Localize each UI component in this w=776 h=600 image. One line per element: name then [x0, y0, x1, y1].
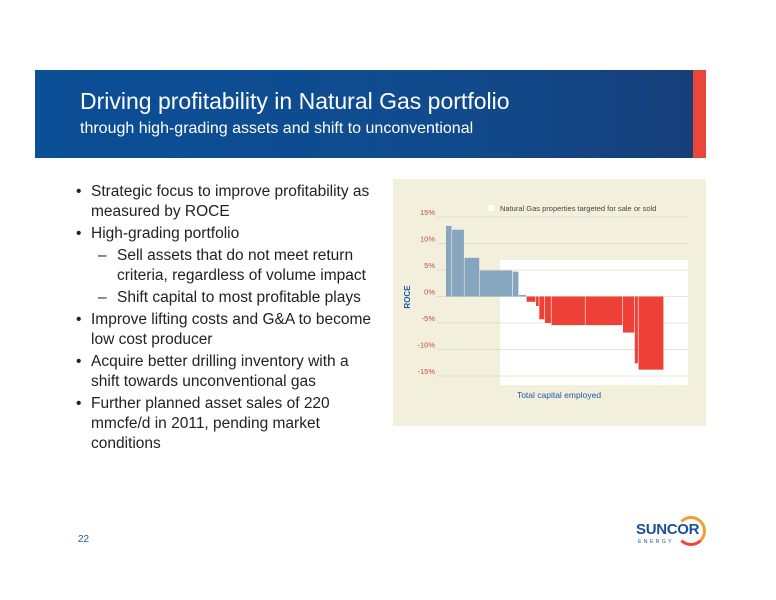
suncor-logo: SUNCOR ENERGY: [632, 514, 710, 550]
sub-bullet-item: – Sell assets that do not meet return cri…: [76, 246, 381, 286]
positive-roce-bar: [446, 226, 452, 297]
sub-bullet-marker: –: [98, 289, 107, 306]
bullet-text: High-grading portfolio: [91, 225, 240, 242]
negative-roce-bar: [526, 296, 536, 302]
negative-roce-bar: [638, 296, 664, 370]
sub-bullet-item: – Shift capital to most profitable plays: [76, 288, 381, 308]
bullet-item: • Improve lifting costs and G&A to become…: [76, 310, 381, 350]
bullet-marker: •: [76, 395, 82, 412]
negative-roce-bar: [585, 296, 623, 326]
bullet-text: Further planned asset sales of 220 mmcfe…: [91, 395, 330, 452]
legend-swatch: [488, 205, 494, 211]
negative-roce-bar: [623, 296, 635, 333]
logo-wordmark: SUNCOR: [636, 521, 700, 538]
sub-bullet-marker: –: [98, 247, 107, 264]
bullet-marker: •: [76, 353, 82, 370]
y-tick-label: -10%: [417, 341, 435, 350]
positive-roce-bar: [464, 257, 480, 297]
negative-roce-bar: [539, 296, 545, 320]
slide-subtitle: through high-grading assets and shift to…: [80, 120, 474, 137]
sub-bullet-text: Shift capital to most profitable plays: [117, 289, 361, 306]
bullet-text: Strategic focus to improve profitability…: [91, 183, 370, 220]
bullet-text: Improve lifting costs and G&A to become …: [91, 311, 371, 348]
slide-title: Driving profitability in Natural Gas por…: [80, 88, 510, 114]
y-axis-label: ROCE: [403, 285, 412, 309]
logo-sun-arc: [676, 516, 706, 546]
bullet-item: • Acquire better drilling inventory with …: [76, 352, 381, 392]
x-axis-label: Total capital employed: [517, 390, 601, 400]
bullet-marker: •: [76, 225, 82, 242]
y-tick-label: -5%: [422, 314, 436, 323]
bullet-marker: •: [76, 311, 82, 328]
positive-roce-bar: [519, 294, 527, 297]
y-tick-label: 0%: [424, 288, 435, 297]
legend-label: Natural Gas properties targeted for sale…: [500, 204, 656, 213]
y-tick-label: 10%: [420, 235, 435, 244]
bullet-marker: •: [76, 183, 82, 200]
bullet-list: • Strategic focus to improve profitabilit…: [76, 182, 381, 456]
y-tick-label: -15%: [417, 367, 435, 376]
page-number: 22: [78, 534, 90, 545]
y-tick-label: 15%: [420, 208, 435, 217]
positive-roce-bar: [452, 229, 464, 297]
y-tick-label: 5%: [424, 261, 435, 270]
positive-roce-bar: [479, 270, 513, 297]
roce-chart-panel: 15% 10% 5% 0% -5% -10% -15% Natural Gas proper…: [393, 179, 706, 426]
positive-roce-bar: [512, 271, 519, 297]
bullet-item: • Further planned asset sales of 220 mmcf…: [76, 394, 381, 454]
bullet-item: • High-grading portfolio: [76, 224, 381, 244]
y-tick-labels: 15% 10% 5% 0% -5% -10% -15%: [417, 208, 435, 376]
negative-roce-bar: [544, 296, 551, 323]
negative-roce-bar: [536, 296, 539, 307]
bullet-text: Acquire better drilling inventory with a…: [91, 353, 349, 390]
negative-roce-bar: [551, 296, 585, 326]
negative-roce-bar: [634, 296, 638, 364]
logo-tagline: ENERGY: [638, 539, 675, 545]
bullet-item: • Strategic focus to improve profitabilit…: [76, 182, 381, 222]
sub-bullet-text: Sell assets that do not meet return crit…: [117, 247, 366, 284]
title-banner-accent: [693, 70, 706, 158]
bars-group: [446, 226, 664, 370]
roce-chart: 15% 10% 5% 0% -5% -10% -15% Natural Gas proper…: [403, 204, 688, 400]
title-banner: [35, 70, 693, 158]
